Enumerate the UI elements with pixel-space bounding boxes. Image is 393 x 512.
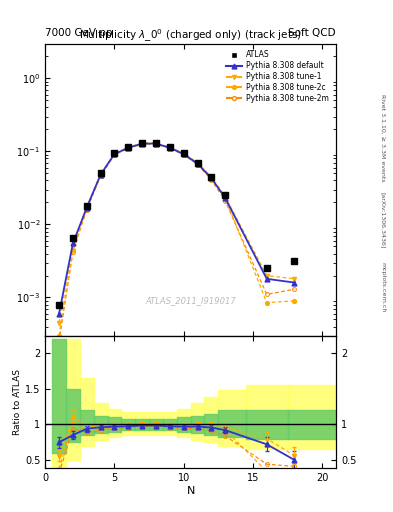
Legend: ATLAS, Pythia 8.308 default, Pythia 8.308 tune-1, Pythia 8.308 tune-2c, Pythia 8: ATLAS, Pythia 8.308 default, Pythia 8.30… bbox=[222, 47, 332, 106]
Text: [arXiv:1306.3436]: [arXiv:1306.3436] bbox=[381, 192, 386, 248]
Text: mcplots.cern.ch: mcplots.cern.ch bbox=[381, 262, 386, 312]
X-axis label: N: N bbox=[186, 486, 195, 496]
Text: ATLAS_2011_I919017: ATLAS_2011_I919017 bbox=[145, 296, 236, 305]
Text: Soft QCD: Soft QCD bbox=[288, 28, 336, 38]
Y-axis label: Ratio to ATLAS: Ratio to ATLAS bbox=[13, 369, 22, 435]
Text: Rivet 3.1.10, ≥ 3.3M events: Rivet 3.1.10, ≥ 3.3M events bbox=[381, 94, 386, 182]
Title: Multiplicity $\lambda\_0^0$ (charged only) (track jets): Multiplicity $\lambda\_0^0$ (charged onl… bbox=[79, 27, 302, 44]
Text: 7000 GeV pp: 7000 GeV pp bbox=[45, 28, 113, 38]
